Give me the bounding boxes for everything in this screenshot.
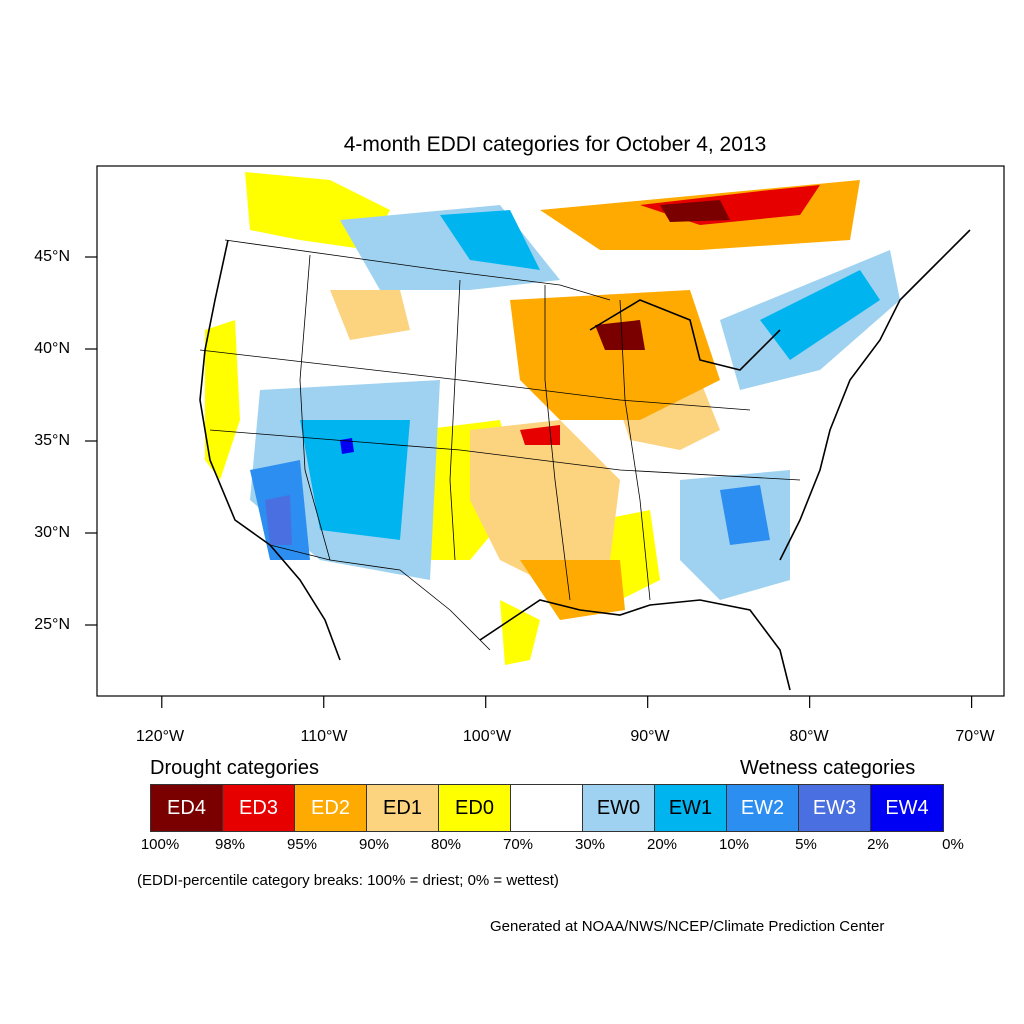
break-label: 98% xyxy=(214,836,246,853)
legend-neutral xyxy=(511,785,583,831)
legend-ed1-label: ED1 xyxy=(383,796,422,819)
lon-label-90w: 90°W xyxy=(630,728,670,745)
lon-label-80w: 80°W xyxy=(789,728,829,745)
credit-line: Generated at NOAA/NWS/NCEP/Climate Predi… xyxy=(490,918,885,935)
great-lakes-outline xyxy=(589,299,781,371)
legend-ed4-label: ED4 xyxy=(167,796,206,819)
break-label: 90% xyxy=(358,836,390,853)
lon-label-120w: 120°W xyxy=(135,728,185,745)
ed0-west-coast xyxy=(205,320,240,480)
coastline-west xyxy=(199,239,341,661)
state-line-4 xyxy=(619,299,651,601)
state-line-2 xyxy=(449,279,461,561)
legend-ew0: EW0 xyxy=(583,785,655,831)
state-line-5 xyxy=(199,349,751,411)
map-frame xyxy=(96,165,1005,697)
lat-label-35: 35°N xyxy=(34,432,70,449)
state-line-1 xyxy=(299,254,331,561)
legend-ew3-label: EW3 xyxy=(812,796,857,819)
lon-label-100w: 100°W xyxy=(462,728,512,745)
category-note: (EDDI-percentile category breaks: 100% =… xyxy=(137,872,559,889)
mexico-border xyxy=(269,544,491,651)
ew1-northeast xyxy=(760,270,880,360)
state-line-6 xyxy=(209,429,801,481)
legend-ew0-label: EW0 xyxy=(596,796,641,819)
ew1-four-corners xyxy=(300,420,410,540)
break-label: 0% xyxy=(942,836,964,853)
drought-heading: Drought categories xyxy=(150,757,319,779)
legend-ed3-label: ED3 xyxy=(239,796,278,819)
ed2-louisiana xyxy=(520,560,625,620)
ew2-georgia xyxy=(720,485,770,545)
break-label: 70% xyxy=(502,836,534,853)
lat-label-40: 40°N xyxy=(34,340,70,357)
coastline-east xyxy=(779,229,971,561)
legend-ed2-label: ED2 xyxy=(311,796,350,819)
lat-label-25: 25°N xyxy=(34,616,70,633)
break-label: 20% xyxy=(646,836,678,853)
ed4-wisconsin xyxy=(595,320,645,350)
legend-ed4: ED4 xyxy=(151,785,223,831)
legend-ed0: ED0 xyxy=(439,785,511,831)
legend-ed0-label: ED0 xyxy=(455,796,494,819)
ew1-montana xyxy=(440,210,540,270)
legend-ew2-label: EW2 xyxy=(740,796,785,819)
legend-ew1-label: EW1 xyxy=(668,796,713,819)
break-label: 2% xyxy=(867,836,889,853)
lon-label-110w: 110°W xyxy=(300,728,348,745)
axis-ticks xyxy=(85,256,973,708)
legend-ew2: EW2 xyxy=(727,785,799,831)
legend-ew4: EW4 xyxy=(871,785,943,831)
category-legend: ED4 ED3 ED2 ED1 ED0 EW0 EW1 EW2 EW3 EW4 xyxy=(150,784,944,832)
ed1-plains-south xyxy=(470,420,620,590)
coastline-gulf xyxy=(479,599,791,691)
state-line-3 xyxy=(544,285,571,601)
map-field xyxy=(205,170,900,690)
lon-label-70w: 70°W xyxy=(955,728,995,745)
break-label: 10% xyxy=(718,836,750,853)
lat-label-30: 30°N xyxy=(34,524,70,541)
ew4-colorado xyxy=(340,438,354,454)
lat-label-45: 45°N xyxy=(34,248,70,265)
break-label: 5% xyxy=(795,836,817,853)
legend-ew3: EW3 xyxy=(799,785,871,831)
ew3-arizona xyxy=(265,495,292,545)
break-label: 80% xyxy=(430,836,462,853)
legend-ew1: EW1 xyxy=(655,785,727,831)
legend-ed3: ED3 xyxy=(223,785,295,831)
ed1-montana xyxy=(330,290,410,340)
wetness-heading: Wetness categories xyxy=(740,757,916,779)
ed2-upper-midwest xyxy=(510,290,720,420)
map-title: 4-month EDDI categories for October 4, 2… xyxy=(343,133,767,156)
ed4-upper-peninsula xyxy=(660,200,730,222)
break-label: 100% xyxy=(140,836,180,853)
break-label: 95% xyxy=(286,836,318,853)
legend-ew4-label: EW4 xyxy=(885,796,929,819)
legend-ed1: ED1 xyxy=(367,785,439,831)
ed0-texas-coast xyxy=(500,600,540,665)
break-label: 30% xyxy=(574,836,606,853)
canada-border xyxy=(224,239,611,301)
legend-ed2: ED2 xyxy=(295,785,367,831)
